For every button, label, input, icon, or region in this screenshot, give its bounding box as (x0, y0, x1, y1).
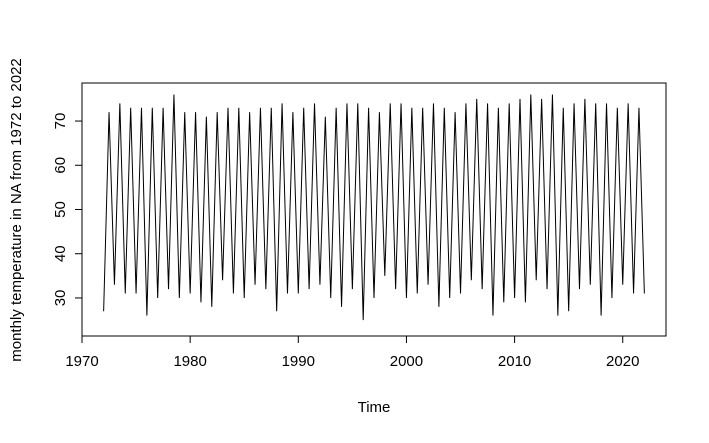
x-axis-label: Time (358, 399, 391, 416)
x-tick-label: 1980 (173, 353, 206, 370)
y-tick-label: 50 (52, 201, 69, 218)
x-tick-label: 1970 (65, 353, 98, 370)
y-tick-label: 40 (52, 245, 69, 262)
x-tick-label: 2010 (498, 353, 531, 370)
y-axis-label: monthly temperature in NA from 1972 to 2… (8, 58, 25, 362)
y-tick-label: 70 (52, 113, 69, 130)
y-tick-label: 60 (52, 157, 69, 174)
y-tick-label: 30 (52, 290, 69, 307)
x-tick-label: 2020 (606, 353, 639, 370)
plot-box (81, 82, 667, 337)
x-tick-label: 1990 (282, 353, 315, 370)
x-tick-label: 2000 (390, 353, 423, 370)
series-line (103, 94, 645, 321)
